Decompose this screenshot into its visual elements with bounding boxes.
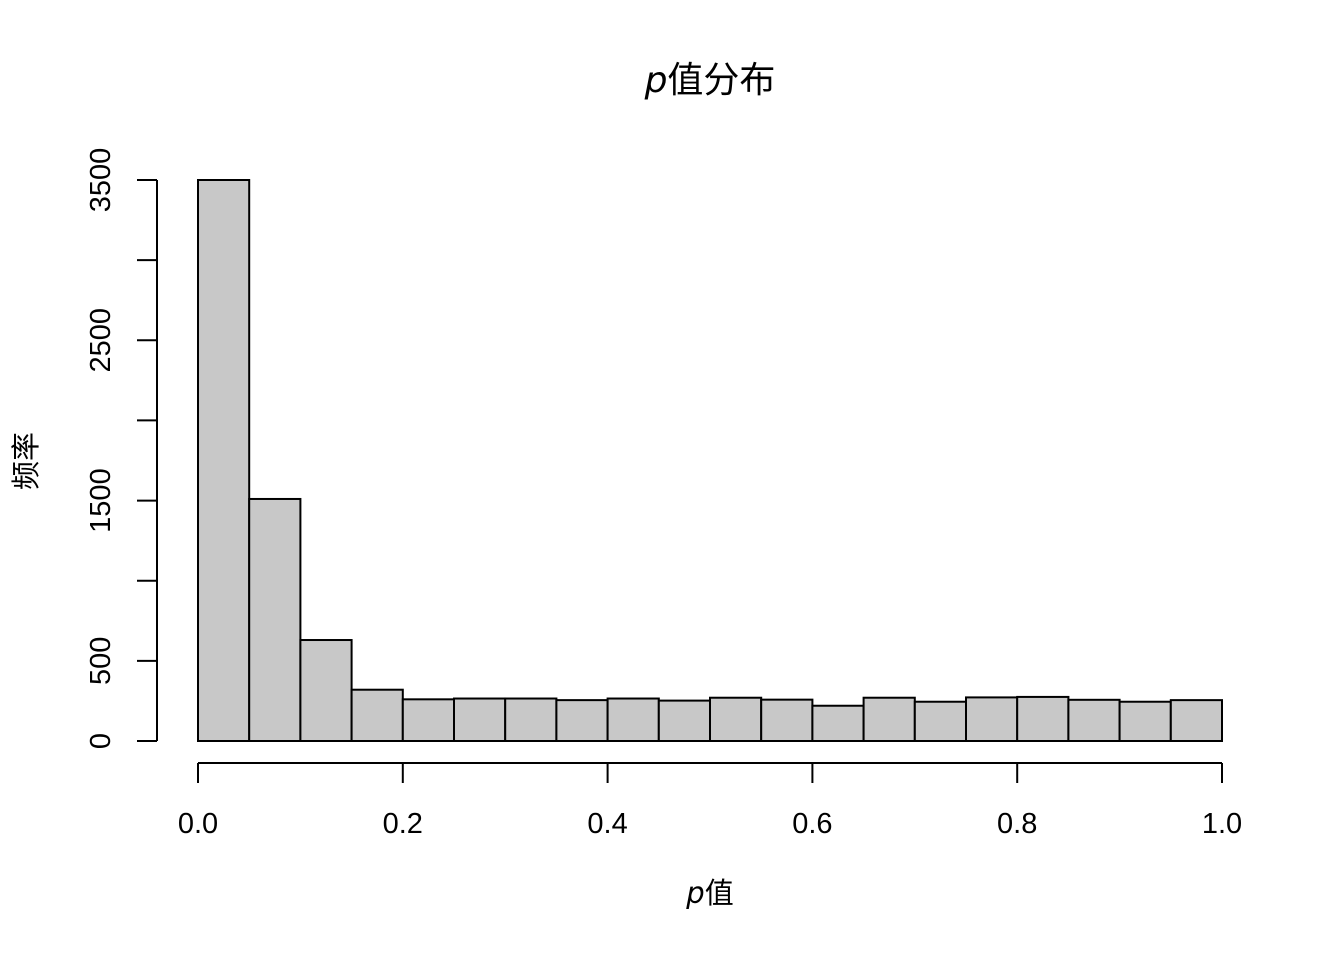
y-tick-label: 0 xyxy=(85,733,117,749)
histogram-bar xyxy=(1016,695,1070,743)
histogram-bar xyxy=(1067,698,1121,743)
histogram-bar xyxy=(401,698,455,743)
histogram-bar xyxy=(350,688,404,742)
histogram-bar xyxy=(913,700,967,742)
x-tick-label: 0.6 xyxy=(792,808,832,840)
chart-title-symbol: p xyxy=(644,60,668,101)
y-tick-label: 2500 xyxy=(85,308,117,373)
histogram-bar xyxy=(248,497,302,742)
y-tick-label: 500 xyxy=(85,637,117,685)
y-axis-label: 频率 xyxy=(9,432,43,490)
histogram-bar xyxy=(760,698,814,743)
histogram-bar xyxy=(299,639,353,743)
histogram-bar xyxy=(606,697,660,743)
x-axis-label-symbol: p xyxy=(685,876,704,910)
histogram-bar xyxy=(453,697,507,743)
histogram-bar xyxy=(1169,699,1224,742)
x-tick-label: 0.2 xyxy=(383,808,423,840)
x-axis: 0.0 0.2 0.4 0.6 0.8 1.0 xyxy=(178,762,1242,840)
histogram-bar xyxy=(862,696,916,742)
x-axis-label-text: 值 xyxy=(705,876,734,910)
histogram-bar xyxy=(504,697,558,743)
histogram-bar xyxy=(1118,700,1172,742)
x-tick-label: 0.8 xyxy=(997,808,1037,840)
histogram-bar xyxy=(709,696,763,742)
y-tick-label: 3500 xyxy=(85,148,117,213)
bars-group xyxy=(197,179,1224,743)
chart-title-text: 值分布 xyxy=(667,60,775,101)
histogram-bar xyxy=(811,704,865,742)
x-tick-label: 0.0 xyxy=(178,808,218,840)
y-tick-label: 1500 xyxy=(85,468,117,533)
histogram-bar xyxy=(965,696,1019,742)
chart-title: p值分布 xyxy=(644,60,776,101)
y-axis: 0 500 1500 2500 3500 xyxy=(85,148,158,749)
x-tick-label: 1.0 xyxy=(1202,808,1242,840)
x-tick-label: 0.4 xyxy=(587,808,627,840)
histogram-bar xyxy=(657,699,711,742)
histogram-bar xyxy=(197,179,251,742)
x-axis-label: p值 xyxy=(685,876,733,910)
histogram-bar xyxy=(555,699,609,742)
